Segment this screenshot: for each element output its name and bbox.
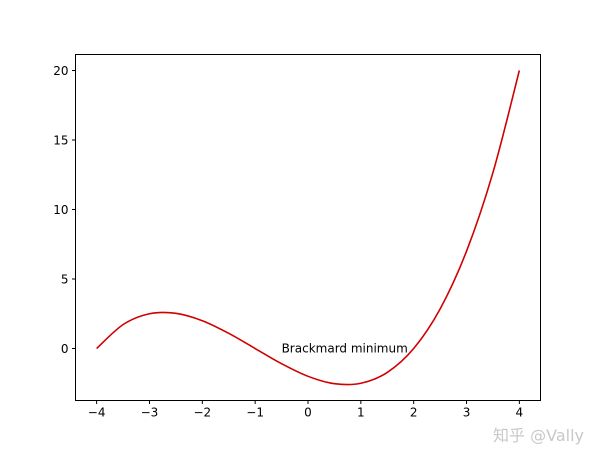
x-tick-label: −3 xyxy=(141,406,159,420)
annotation-brackmard-minimum: Brackmard minimum xyxy=(282,342,408,356)
x-tick-label: 3 xyxy=(463,406,471,420)
y-tick-label: 15 xyxy=(53,133,68,147)
y-tick-label: 10 xyxy=(53,203,68,217)
x-tick-label: 4 xyxy=(516,406,524,420)
watermark: 知乎 @Vally xyxy=(493,426,584,445)
y-tick-label: 20 xyxy=(53,64,68,78)
x-tick-label: 1 xyxy=(357,406,365,420)
x-tick-label: −1 xyxy=(246,406,264,420)
x-tick-label: 0 xyxy=(304,406,312,420)
x-tick-label: −4 xyxy=(88,406,106,420)
y-tick-label: 5 xyxy=(61,273,69,287)
y-tick-label: 0 xyxy=(61,342,69,356)
x-tick-label: −2 xyxy=(193,406,211,420)
x-tick-label: 2 xyxy=(410,406,418,420)
series-line xyxy=(96,70,521,386)
